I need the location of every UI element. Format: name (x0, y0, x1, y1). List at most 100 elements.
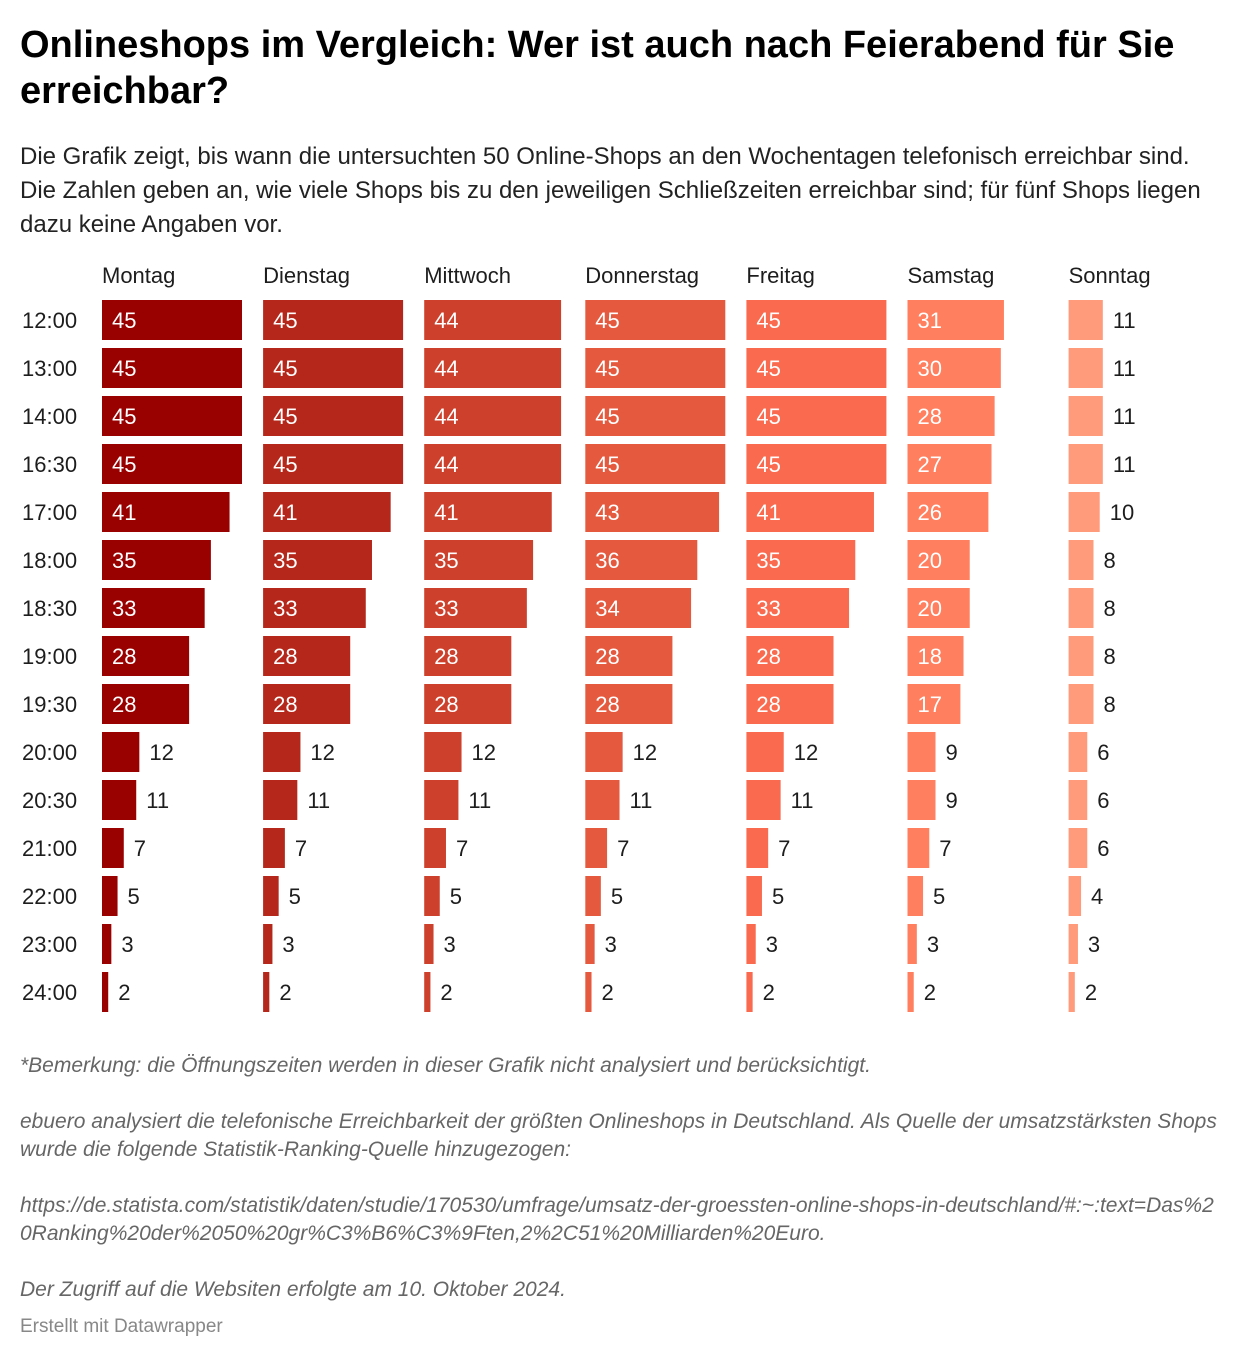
bar-value-label: 45 (595, 404, 619, 429)
bar (263, 588, 366, 628)
bar-value-label: 11 (791, 788, 814, 813)
bar-value-label: 6 (1097, 788, 1109, 813)
bar-value-label: 41 (112, 500, 136, 525)
bar-value-label: 20 (918, 596, 942, 621)
bar (585, 876, 601, 916)
bar-value-label: 35 (756, 548, 780, 573)
bar (263, 924, 273, 964)
bar (1068, 348, 1103, 388)
bar-value-label: 2 (763, 980, 775, 1005)
bar-value-label: 28 (756, 692, 780, 717)
bar (1068, 924, 1078, 964)
row-label: 18:30 (22, 596, 77, 621)
row-label: 12:00 (22, 308, 77, 333)
bar-value-label: 28 (273, 692, 297, 717)
row-label: 14:00 (22, 404, 77, 429)
bar (585, 732, 623, 772)
bar-value-label: 45 (112, 404, 136, 429)
bar-value-label: 3 (282, 932, 294, 957)
bar (424, 924, 434, 964)
bar-value-label: 11 (1113, 356, 1136, 381)
bar (585, 540, 698, 580)
bar (263, 780, 298, 820)
bar (424, 732, 462, 772)
bar (746, 684, 834, 724)
bar-value-label: 5 (289, 884, 301, 909)
bar-value-label: 28 (434, 692, 458, 717)
bar (746, 828, 769, 868)
bar-value-label: 7 (617, 836, 629, 861)
small-multiples-bar-chart: 12:00 13:00 14:00 16:30 17:00 18:00 18:30 19:00… (22, 263, 1151, 1012)
row-label: 21:00 (22, 836, 77, 861)
bar-value-label: 11 (1113, 452, 1136, 477)
row-label: 22:00 (22, 884, 77, 909)
note-source-url: https://de.statista.com/statistik/daten/… (20, 1194, 1214, 1245)
bar-value-label: 7 (939, 836, 951, 861)
row-label: 19:30 (22, 692, 77, 717)
bar (263, 636, 351, 676)
bar-value-label: 11 (468, 788, 491, 813)
bar-value-label: 28 (595, 692, 619, 717)
bar (746, 732, 784, 772)
bar (746, 780, 781, 820)
bar-value-label: 27 (918, 452, 942, 477)
bar (102, 636, 190, 676)
bar (1068, 300, 1103, 340)
bar-value-label: 2 (1085, 980, 1097, 1005)
bar (746, 492, 874, 532)
bar-value-label: 34 (595, 596, 619, 621)
bar-value-label: 45 (595, 452, 619, 477)
bar-value-label: 33 (434, 596, 458, 621)
bar (1068, 780, 1088, 820)
bar-value-label: 5 (611, 884, 623, 909)
bar-value-label: 12 (310, 740, 334, 765)
bar (746, 540, 856, 580)
bar (746, 444, 887, 484)
bar-value-label: 2 (118, 980, 130, 1005)
bar (424, 636, 512, 676)
bar (746, 876, 762, 916)
panel-header: Montag (102, 263, 175, 288)
bar (907, 876, 924, 916)
bar (1068, 540, 1094, 580)
bar-value-label: 35 (273, 548, 297, 573)
bar-value-label: 8 (1103, 596, 1115, 621)
bar (263, 396, 404, 436)
bar-value-label: 45 (595, 308, 619, 333)
panel-header: Donnerstag (585, 263, 699, 288)
bar (424, 396, 562, 436)
bar-value-label: 45 (273, 452, 297, 477)
bar (907, 780, 936, 820)
bar-value-label: 41 (434, 500, 458, 525)
bar-value-label: 35 (112, 548, 136, 573)
bar-value-label: 20 (918, 548, 942, 573)
bar-value-label: 45 (112, 452, 136, 477)
bar-value-label: 7 (134, 836, 146, 861)
bar (1068, 684, 1094, 724)
bar (1068, 396, 1103, 436)
bar (585, 828, 608, 868)
bar-value-label: 28 (756, 644, 780, 669)
bar-value-label: 31 (918, 308, 942, 333)
bar-value-label: 5 (772, 884, 784, 909)
bar-value-label: 11 (1113, 404, 1136, 429)
bar (102, 492, 230, 532)
bar-value-label: 45 (273, 404, 297, 429)
panel-header: Sonntag (1069, 263, 1151, 288)
bar (1068, 444, 1103, 484)
bar (102, 540, 211, 580)
bar (102, 684, 190, 724)
bar-value-label: 36 (595, 548, 619, 573)
bar-value-label: 28 (434, 644, 458, 669)
bar-value-label: 11 (146, 788, 169, 813)
bar-value-label: 45 (112, 356, 136, 381)
bar-value-label: 3 (121, 932, 133, 957)
bar (907, 828, 930, 868)
bar-value-label: 11 (1113, 308, 1136, 333)
bar-value-label: 8 (1103, 548, 1115, 573)
chart-subtitle: Die Grafik zeigt, bis wann die untersuch… (20, 143, 1201, 238)
bar-value-label: 44 (434, 308, 458, 333)
bar (424, 492, 552, 532)
bar (746, 588, 850, 628)
bar-value-label: 45 (756, 452, 780, 477)
